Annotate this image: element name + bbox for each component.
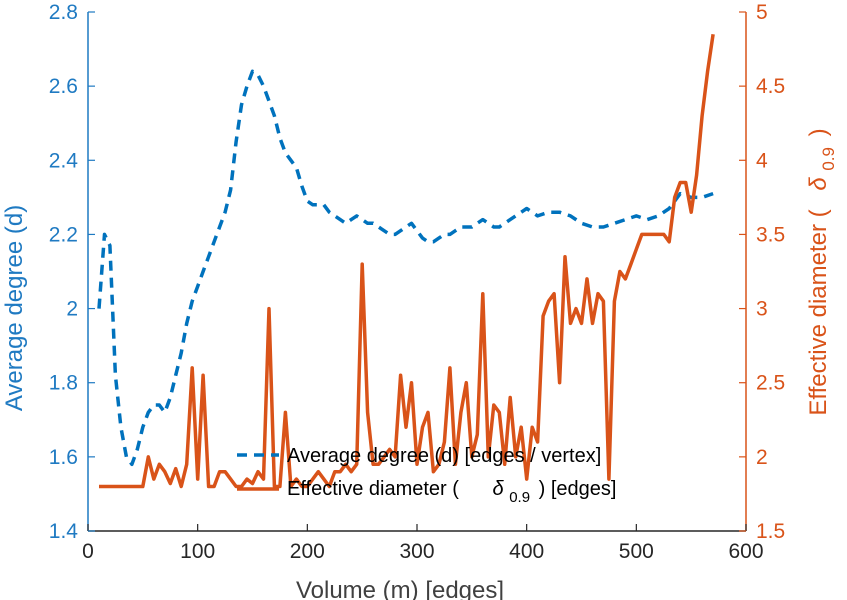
- right-tick-label: 4: [756, 149, 768, 172]
- left-tick-label: 2.4: [49, 149, 79, 172]
- x-axis-title: Volume (m) [edges]: [296, 577, 504, 600]
- x-tick-label: 100: [180, 540, 215, 563]
- legend-diameter-delta: δ: [493, 478, 505, 500]
- right-axis-title-text: Effective diameter (: [805, 209, 832, 415]
- x-tick-label: 200: [290, 540, 325, 563]
- legend-diameter-subscript: 0.9: [509, 489, 530, 506]
- legend: Average degree (d) [edges / vertex] Effe…: [237, 445, 616, 507]
- axes: [87, 11, 747, 532]
- right-tick-label: 3.5: [756, 223, 785, 246]
- right-axis-title-delta: δ: [805, 177, 832, 191]
- legend-diameter-label: Effective diameter ( δ 0.9 ) [edges]: [287, 478, 616, 507]
- x-tick-label: 0: [82, 540, 94, 563]
- left-tick-label: 1.4: [49, 520, 79, 543]
- right-tick-label: 2.5: [756, 372, 785, 395]
- right-tick-label: 3: [756, 298, 768, 321]
- right-axis-title-subscript: 0.9: [819, 147, 838, 171]
- x-tick-label: 400: [509, 540, 544, 563]
- left-tick-label: 2.8: [49, 1, 78, 24]
- right-tick-label: 5: [756, 1, 768, 24]
- left-tick-label: 2.6: [49, 75, 78, 98]
- right-tick-label: 4.5: [756, 75, 785, 98]
- svg-text:Effective diameter ( δ: Effective diameter ( δ 0.9 ): [805, 128, 840, 415]
- degree-series-line: [97, 69, 714, 467]
- left-tick-label: 2: [66, 298, 78, 321]
- left-tick-label: 1.8: [49, 372, 78, 395]
- right-tick-label: 2: [756, 446, 768, 469]
- plot-area: [97, 33, 715, 489]
- x-tick-label: 500: [619, 540, 654, 563]
- left-tick-label: 2.2: [49, 223, 78, 246]
- left-tick-label: 1.6: [49, 446, 78, 469]
- left-axis-title: Average degree (d): [1, 205, 28, 411]
- right-axis-title: Effective diameter ( δ 0.9 ): [805, 128, 840, 415]
- diameter-series-line: [99, 33, 715, 489]
- right-tick-label: 1.5: [756, 520, 785, 543]
- tick-labels: 0 100 200 300 400 500 600 1.4 1.6 1.8 2 2.2 2.4 2.6 2.…: [49, 1, 785, 563]
- legend-degree-label: Average degree (d) [edges / vertex]: [287, 445, 601, 467]
- x-tick-label: 600: [728, 540, 763, 563]
- legend-diameter-close: ) [edges]: [539, 478, 617, 500]
- right-axis-title-close: ): [805, 128, 832, 136]
- x-tick-label: 300: [399, 540, 434, 563]
- legend-diameter-text: Effective diameter (: [287, 478, 459, 500]
